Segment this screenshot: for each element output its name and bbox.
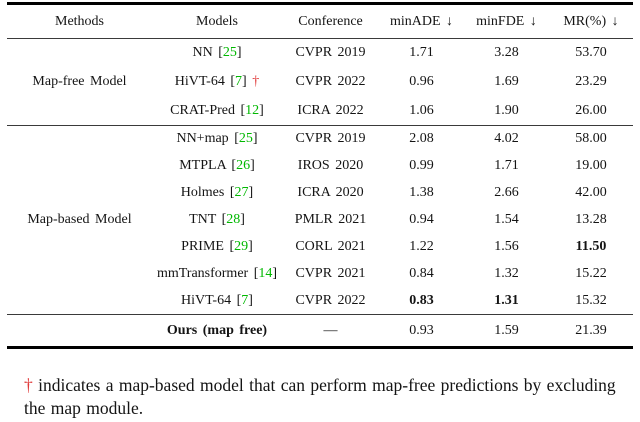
cell-minfde: 1.90: [494, 102, 519, 118]
cell-mr: 13.28: [575, 212, 607, 227]
cell-minade: 0.99: [409, 158, 434, 173]
cell-minade: 0.83: [409, 292, 434, 308]
cell-model: NN [25]: [192, 45, 242, 61]
header-minade: minADE ↓: [389, 13, 454, 29]
cell-model: NN+map [25]: [176, 131, 258, 147]
cell-mr: 58.00: [575, 131, 607, 147]
cell-minade: 2.08: [409, 131, 434, 147]
table-row-ours: Ours (map free) — 0.93 1.59 21.39: [7, 315, 633, 348]
citation-number: 14: [258, 266, 273, 281]
table-row: CRAT-Pred [12] ICRA 2022 1.06 1.90 26.00: [7, 97, 633, 126]
cell-mr: 26.00: [575, 102, 607, 118]
cell-minfde: 1.59: [494, 322, 519, 338]
cell-minfde: 1.56: [494, 239, 519, 254]
method-group-label: Map-free Model: [32, 74, 127, 89]
table-row: HiVT-64 [7] † CVPR 2022 0.96 1.69 23.29: [7, 68, 633, 97]
cell-mr: 15.22: [575, 266, 607, 281]
cell-conference: IROS 2020: [297, 158, 364, 173]
cell-conference: CORL 2021: [295, 239, 366, 254]
cell-minade: 1.06: [409, 102, 434, 118]
cell-minade: 1.71: [409, 45, 434, 61]
cell-conference: CVPR 2022: [295, 74, 366, 89]
cell-minfde: 4.02: [494, 131, 519, 147]
citation-number: 7: [241, 292, 249, 308]
dagger-symbol: †: [24, 375, 33, 395]
paper-page: Methods Models Conference minADE ↓ minFD…: [7, 2, 633, 418]
cell-model: Ours (map free): [166, 322, 268, 338]
cell-conference: —: [323, 322, 338, 338]
cell-model: HiVT-64 [7] †: [174, 74, 260, 89]
results-table: Methods Models Conference minADE ↓ minFD…: [7, 2, 633, 349]
footnote-text: indicates a map-based model that can per…: [24, 375, 616, 418]
table-row: TNT [28] PMLR 2021 0.94 1.54 13.28: [7, 207, 633, 234]
cell-model: MTPLA [26]: [179, 158, 255, 173]
table-row: Holmes [27] ICRA 2020 1.38 2.66 42.00: [7, 180, 633, 207]
cell-minfde: 1.69: [494, 74, 519, 89]
cell-minade: 0.84: [409, 266, 434, 281]
header-models: Models: [196, 13, 238, 29]
cell-mr: 21.39: [575, 322, 607, 338]
table-row: MTPLA [26] IROS 2020 0.99 1.71 19.00: [7, 153, 633, 180]
header-methods: Methods: [55, 13, 104, 29]
table-row: Map-free Model NN [25] CVPR 2019 1.71 3.28 53…: [7, 39, 633, 89]
cell-mr: 42.00: [575, 185, 607, 200]
cell-model: Holmes [27]: [180, 185, 254, 200]
cell-mr: 23.29: [575, 74, 607, 89]
header-minfde: minFDE ↓: [476, 13, 537, 29]
cell-minade: 0.94: [409, 212, 434, 227]
header-conference: Conference: [298, 13, 363, 29]
cell-model: PRIME [29]: [181, 239, 253, 254]
cell-minfde: 2.66: [494, 185, 519, 200]
cell-model: CRAT-Pred [12]: [170, 102, 264, 118]
cell-model: mmTransformer [14]: [156, 266, 278, 281]
ours-section: Ours (map free) — 0.93 1.59 21.39: [7, 314, 633, 348]
table-row: HiVT-64 [7] CVPR 2022 0.83 1.31 15.32: [7, 288, 633, 315]
cell-conference: ICRA 2020: [297, 185, 364, 200]
citation-number: 28: [226, 212, 241, 227]
table-row: Map-based Model NN+map [25] CVPR 2019 2.08 4…: [7, 126, 633, 227]
cell-minfde: 3.28: [494, 45, 519, 61]
cell-methods-empty: [7, 315, 152, 348]
cell-minade: 0.93: [409, 322, 434, 338]
citation-number: 7: [235, 74, 243, 89]
cell-minfde: 1.54: [494, 212, 519, 227]
cell-conference: CVPR 2019: [295, 131, 366, 147]
citation-number: 26: [236, 158, 251, 173]
method-group-label: Map-based Model: [27, 212, 132, 227]
cell-mr: 19.00: [575, 158, 607, 173]
method-group: Map-based Model NN+map [25] CVPR 2019 2.08 4…: [7, 125, 633, 315]
dagger-symbol: †: [252, 74, 260, 89]
table-row: mmTransformer [14] CVPR 2021 0.84 1.32 15.22: [7, 261, 633, 288]
citation-number: 12: [245, 102, 260, 118]
method-group: Map-free Model NN [25] CVPR 2019 1.71 3.28 53…: [7, 39, 633, 126]
cell-minade: 0.96: [409, 74, 434, 89]
table-footnote: † indicates a map-based model that can p…: [24, 374, 636, 420]
cell-conference: CVPR 2022: [295, 292, 366, 308]
cell-conference: CVPR 2021: [295, 266, 366, 281]
cell-minade: 1.22: [409, 239, 434, 254]
cell-minfde: 1.71: [494, 158, 519, 173]
table-header: Methods Models Conference minADE ↓ minFD…: [7, 4, 633, 39]
cell-conference: ICRA 2022: [297, 102, 364, 118]
citation-number: 25: [222, 45, 237, 61]
cell-minade: 1.38: [409, 185, 434, 200]
cell-minfde: 1.31: [494, 292, 519, 308]
citation-number: 25: [238, 131, 253, 147]
cell-mr: 53.70: [575, 45, 607, 61]
cell-conference: CVPR 2019: [295, 45, 366, 61]
cell-mr: 11.50: [575, 239, 607, 254]
cell-model: HiVT-64 [7]: [181, 292, 253, 308]
citation-number: 29: [234, 239, 249, 254]
cell-minfde: 1.32: [494, 266, 519, 281]
header-mr: MR(%) ↓: [563, 13, 619, 29]
cell-conference: PMLR 2021: [294, 212, 367, 227]
cell-mr: 15.32: [575, 292, 607, 308]
cell-model: TNT [28]: [189, 212, 245, 227]
header-row: Methods Models Conference minADE ↓ minFD…: [7, 4, 633, 39]
table-row: PRIME [29] CORL 2021 1.22 1.56 11.50: [7, 234, 633, 261]
citation-number: 27: [234, 185, 249, 200]
